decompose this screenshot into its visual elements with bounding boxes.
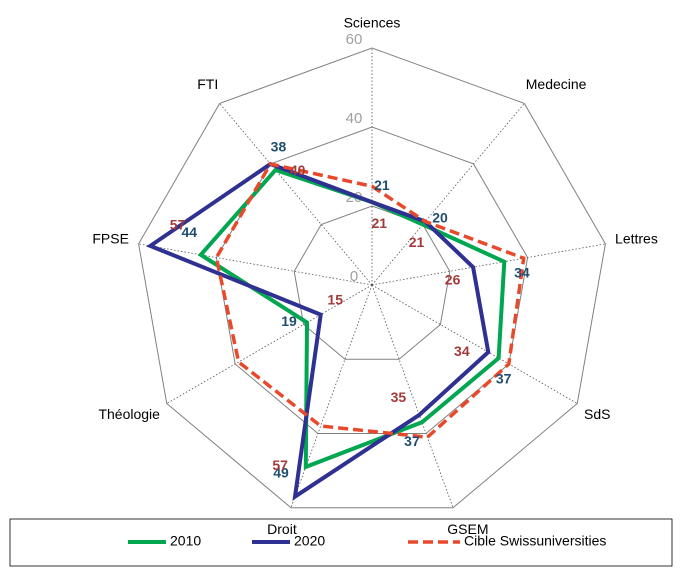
category-label: FTI <box>197 76 218 92</box>
spoke <box>138 243 373 286</box>
category-label: FPSE <box>92 230 129 246</box>
category-label: Lettres <box>615 230 658 246</box>
grid-ring <box>138 47 606 509</box>
legend-label: 2010 <box>170 533 201 549</box>
data-label: 37 <box>496 370 512 386</box>
data-label: 19 <box>281 313 297 329</box>
data-label: 26 <box>445 271 461 287</box>
tick-label: 60 <box>346 31 363 48</box>
category-label: Medecine <box>526 76 587 92</box>
legend-label: Cible Swissuniversities <box>464 533 606 549</box>
spoke <box>290 284 373 508</box>
tick-label: 40 <box>346 110 363 127</box>
data-label: 40 <box>290 162 306 178</box>
data-label: 15 <box>327 291 343 307</box>
data-label: 21 <box>372 215 388 231</box>
legend-box <box>9 518 673 567</box>
data-label: 21 <box>409 234 425 250</box>
data-label: 57 <box>170 217 186 233</box>
spoke <box>166 284 373 404</box>
legend-label: 2020 <box>294 533 325 549</box>
category-label: Théologie <box>98 406 160 422</box>
data-label: 38 <box>271 138 287 154</box>
data-label: 57 <box>272 457 288 473</box>
data-label: 20 <box>432 209 448 225</box>
data-label: 37 <box>404 433 420 449</box>
category-label: Droit <box>267 521 297 537</box>
grid-ring <box>293 205 451 360</box>
category-label: GSEM <box>447 521 488 537</box>
category-label: Sciences <box>344 15 401 31</box>
data-label: 34 <box>514 265 530 281</box>
series-line <box>214 162 526 440</box>
series-line <box>197 167 507 470</box>
data-label: 34 <box>454 343 470 359</box>
spoke <box>371 243 606 286</box>
spoke <box>219 103 373 286</box>
series-line <box>146 161 491 501</box>
category-label: SdS <box>584 406 610 422</box>
data-label: 21 <box>374 177 390 193</box>
tick-label: 0 <box>350 268 358 285</box>
data-label: 49 <box>273 464 289 480</box>
data-label: 44 <box>182 224 198 240</box>
data-label: 35 <box>391 389 407 405</box>
spoke <box>371 284 454 508</box>
spoke <box>371 284 578 404</box>
spoke <box>371 103 525 286</box>
